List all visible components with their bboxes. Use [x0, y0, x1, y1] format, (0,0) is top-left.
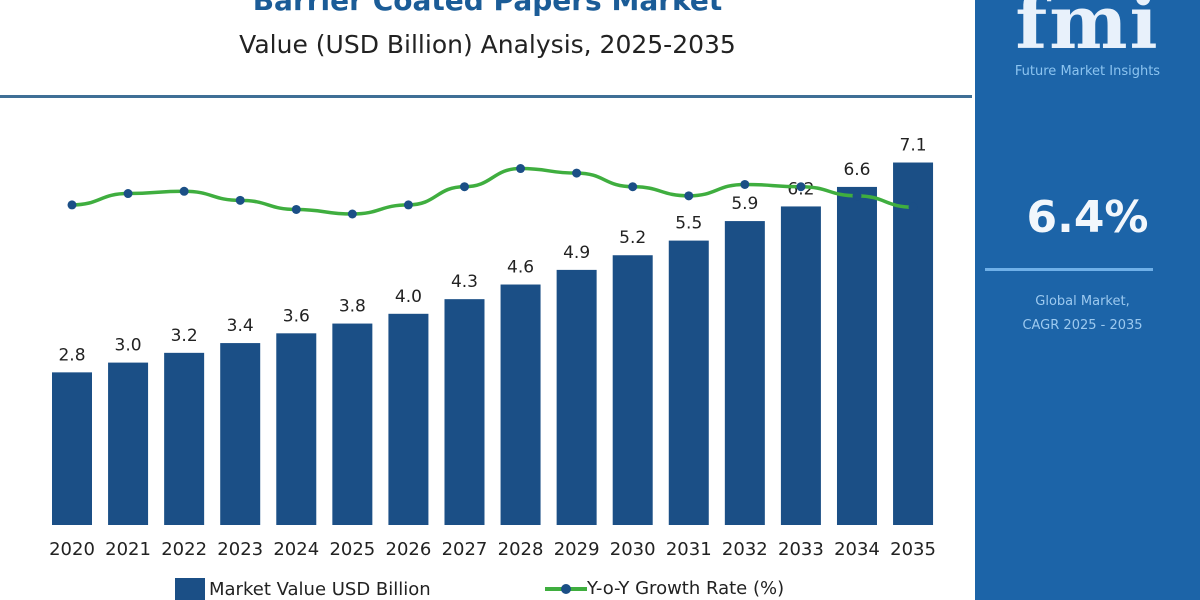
x-tick-2024: 2024: [273, 539, 319, 560]
bar-2022: [164, 352, 205, 525]
x-tick-2030: 2030: [610, 539, 656, 560]
data-label-2020: 2.8: [58, 345, 85, 365]
bar-2021: [108, 362, 149, 525]
growth-rate-line: [71, 166, 914, 216]
data-label-2023: 3.4: [227, 316, 254, 336]
growth-point-2031: [684, 191, 694, 201]
x-tick-2026: 2026: [386, 539, 432, 560]
x-tick-2021: 2021: [105, 539, 151, 560]
cagr-label-line-1: Global Market,: [1035, 294, 1130, 309]
bar-2035: [893, 162, 934, 525]
bar-2020: [52, 372, 92, 525]
bar-2031: [668, 240, 709, 525]
growth-point-2030: [628, 182, 638, 192]
growth-point-2020: [67, 200, 77, 210]
growth-point-2035: [908, 202, 918, 212]
bar-2028: [500, 284, 541, 525]
bar-2033: [780, 206, 821, 525]
bar-2029: [556, 269, 597, 525]
x-tick-2034: 2034: [834, 539, 880, 560]
cagr-label-line-2: CAGR 2025 - 2035: [1022, 318, 1143, 333]
x-tick-2032: 2032: [722, 539, 768, 560]
cagr-label: Global Market, CAGR 2025 - 2035: [975, 290, 1190, 338]
data-label-2029: 4.9: [563, 243, 590, 263]
data-label-2032: 5.9: [731, 194, 758, 214]
bar-2026: [388, 313, 429, 525]
cagr-divider: [985, 268, 1153, 271]
x-tick-2020: 2020: [49, 539, 95, 560]
chart-title: Barrier Coated Papers Market: [252, 0, 723, 17]
growth-point-2024: [291, 204, 301, 214]
bar-2034: [836, 186, 877, 526]
bar-2030: [612, 255, 653, 526]
legend-line-swatch: [545, 583, 587, 594]
chart-plot: 2.8 2020 3.0 2021 3.2 2022 3.4 2023 3.6 2024 3.8 20…: [49, 136, 936, 560]
data-label-2024: 3.6: [283, 306, 310, 326]
data-label-2034: 6.6: [843, 160, 870, 180]
data-label-2022: 3.2: [171, 326, 198, 346]
growth-point-2026: [403, 200, 413, 210]
brand-name: Future Market Insights: [1014, 64, 1161, 79]
chart-subtitle: Value (USD Billion) Analysis, 2025-2035: [239, 30, 736, 59]
x-tick-2031: 2031: [666, 539, 712, 560]
data-label-2021: 3.0: [115, 336, 142, 356]
growth-point-2022: [179, 186, 189, 196]
growth-point-2023: [235, 195, 245, 205]
growth-point-2028: [516, 164, 526, 174]
data-label-2035: 7.1: [900, 136, 927, 156]
title-divider: [0, 95, 972, 98]
data-label-2031: 5.5: [675, 214, 702, 234]
bar-2024: [276, 333, 317, 525]
legend-bar-swatch: [175, 578, 205, 600]
growth-point-2029: [572, 168, 582, 178]
cagr-panel: fmi Future Market Insights 6.4% Global M…: [975, 0, 1200, 600]
legend-item-market-value: Market Value USD Billion: [175, 578, 431, 600]
data-label-2026: 4.0: [395, 287, 422, 307]
bar-2025: [332, 323, 373, 525]
data-label-2027: 4.3: [451, 272, 478, 292]
data-label-2030: 5.2: [619, 228, 646, 248]
bar-2032: [724, 221, 765, 525]
bar-2027: [444, 299, 485, 525]
x-tick-2029: 2029: [554, 539, 600, 560]
data-label-2028: 4.6: [507, 258, 534, 278]
fmi-logo: fmi: [1015, 0, 1160, 66]
legend-label-market-value: Market Value USD Billion: [209, 578, 431, 600]
growth-point-2021: [123, 189, 133, 199]
data-label-2025: 3.8: [339, 297, 366, 317]
x-tick-2027: 2027: [442, 539, 488, 560]
x-tick-2033: 2033: [778, 539, 824, 560]
growth-point-2032: [740, 179, 750, 189]
x-tick-2023: 2023: [217, 539, 263, 560]
growth-point-2027: [459, 182, 469, 192]
bar-2023: [220, 343, 261, 525]
x-tick-2028: 2028: [498, 539, 544, 560]
x-tick-2025: 2025: [329, 539, 375, 560]
cagr-value: 6.4%: [1026, 192, 1149, 243]
growth-point-2025: [347, 209, 357, 219]
growth-point-2033: [796, 182, 806, 192]
x-tick-2035: 2035: [890, 539, 936, 560]
legend-label-growth-rate: Y-o-Y Growth Rate (%): [587, 578, 785, 599]
growth-point-2034: [852, 191, 862, 201]
x-tick-2022: 2022: [161, 539, 207, 560]
legend-item-growth-rate: Y-o-Y Growth Rate (%): [545, 578, 784, 599]
